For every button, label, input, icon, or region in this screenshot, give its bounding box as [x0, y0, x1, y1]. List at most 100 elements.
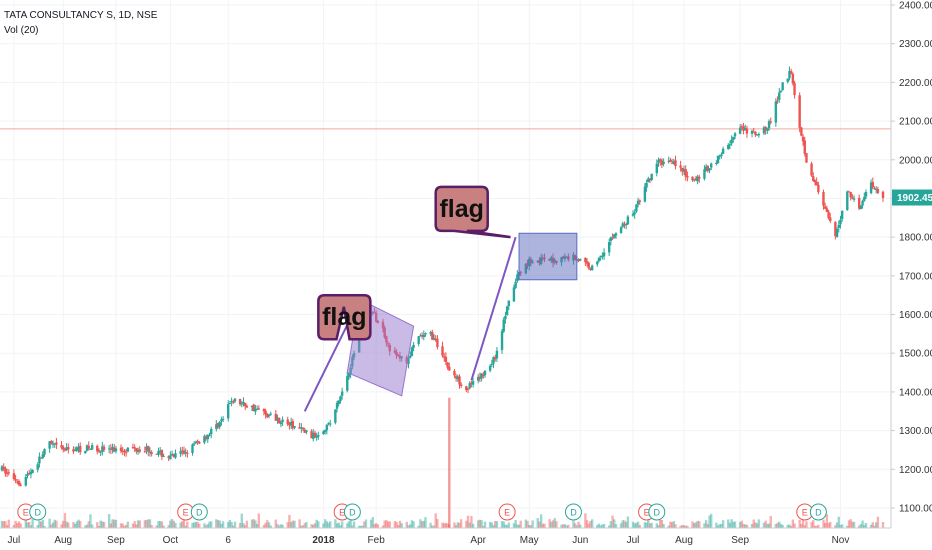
candle-body — [456, 376, 460, 380]
volume-bar — [577, 521, 580, 528]
candle-body — [800, 127, 803, 136]
dividend-marker-1[interactable]: D — [29, 503, 47, 521]
candle-body — [706, 165, 710, 172]
candle-body — [740, 126, 744, 128]
volume-bar — [99, 520, 102, 528]
dividend-marker-7[interactable]: D — [564, 503, 582, 521]
candle-body — [288, 423, 291, 426]
candle-body — [488, 365, 492, 371]
candle-body — [774, 101, 778, 123]
volume-bar — [657, 525, 660, 528]
candle-body — [494, 357, 497, 360]
volume-bar — [873, 525, 876, 528]
y-tick-label-9: 1500.00 — [899, 349, 932, 360]
volume-bar — [740, 520, 744, 528]
candle-body — [276, 417, 279, 420]
dividend-marker-11[interactable]: D — [809, 503, 827, 521]
candle-body — [715, 162, 718, 164]
candle-body — [471, 381, 475, 385]
event-label: D — [654, 508, 661, 518]
candle-body — [864, 191, 868, 197]
volume-bar — [244, 525, 247, 528]
volume-bar — [7, 519, 11, 528]
candle-body — [43, 448, 46, 455]
candle-body — [431, 331, 434, 340]
volume-bar — [119, 523, 123, 528]
volume-bar — [458, 522, 461, 528]
candle-body — [745, 128, 749, 134]
candle-body — [744, 128, 747, 131]
volume-bar — [245, 520, 249, 528]
volume-bar — [536, 518, 539, 528]
volume-bar — [754, 522, 757, 528]
candle-body — [660, 160, 664, 165]
volume-bar — [444, 522, 448, 528]
candle-body — [60, 445, 63, 448]
volume-bar — [587, 523, 590, 528]
volume-bar — [192, 522, 196, 528]
volume-bar — [143, 520, 147, 528]
candle-body — [667, 160, 670, 162]
flag-pole-line-1 — [303, 314, 354, 412]
volume-bar — [96, 522, 99, 528]
volume-bar — [53, 519, 56, 528]
volume-bar — [65, 521, 68, 528]
candle-body — [198, 441, 201, 444]
volume-bar — [512, 523, 516, 528]
volume-bar — [136, 520, 140, 528]
volume-bar — [72, 522, 75, 528]
candle-body — [502, 319, 505, 332]
y-tick-label-12: 1200.00 — [899, 465, 932, 476]
candle-body — [4, 468, 7, 474]
earnings-marker-0[interactable]: E — [17, 503, 35, 521]
volume-bar — [293, 520, 296, 528]
volume-bar — [303, 523, 306, 528]
volume-bar — [829, 521, 832, 528]
volume-bar — [750, 523, 754, 528]
candle-body — [14, 479, 17, 481]
volume-bar — [488, 521, 492, 528]
candle-body — [305, 430, 308, 433]
candle-body — [657, 160, 660, 163]
volume-bar — [585, 520, 589, 528]
volume-bar — [4, 521, 7, 528]
flag-callout-1 — [317, 293, 372, 341]
candle-body — [267, 414, 271, 416]
dividend-marker-5[interactable]: D — [343, 503, 361, 521]
earnings-marker-2[interactable]: E — [177, 503, 195, 521]
candle-body — [429, 332, 432, 334]
candle-body — [26, 474, 29, 476]
volume-bar — [572, 520, 575, 528]
candle-body — [422, 334, 425, 337]
candle-body — [29, 471, 33, 475]
volume-bar — [881, 521, 885, 528]
candle-body — [41, 454, 45, 458]
y-tick-label-8: 1600.00 — [899, 310, 932, 321]
candle-body — [204, 436, 208, 439]
volume-bar — [279, 524, 283, 528]
volume-bar — [232, 525, 235, 528]
flag-label-2: flag — [439, 195, 483, 223]
candle-body — [871, 182, 874, 188]
candle-body — [633, 212, 636, 215]
volume-bar — [157, 521, 160, 528]
volume-bar — [550, 521, 553, 528]
candle-body — [62, 446, 65, 450]
candle-body — [696, 176, 699, 182]
candle-body — [167, 456, 170, 459]
candle-body — [169, 455, 172, 460]
dividend-marker-9[interactable]: D — [648, 503, 666, 521]
candle-body — [477, 376, 480, 381]
dividend-marker-3[interactable]: D — [190, 503, 208, 521]
earnings-marker-6[interactable]: E — [498, 503, 516, 521]
candle-body — [2, 466, 5, 469]
volume-bar — [599, 525, 602, 528]
candle-body — [136, 450, 140, 452]
volume-bar — [596, 525, 599, 528]
candle-body — [500, 331, 504, 350]
candle-body — [638, 200, 641, 202]
volume-bar — [752, 519, 755, 528]
